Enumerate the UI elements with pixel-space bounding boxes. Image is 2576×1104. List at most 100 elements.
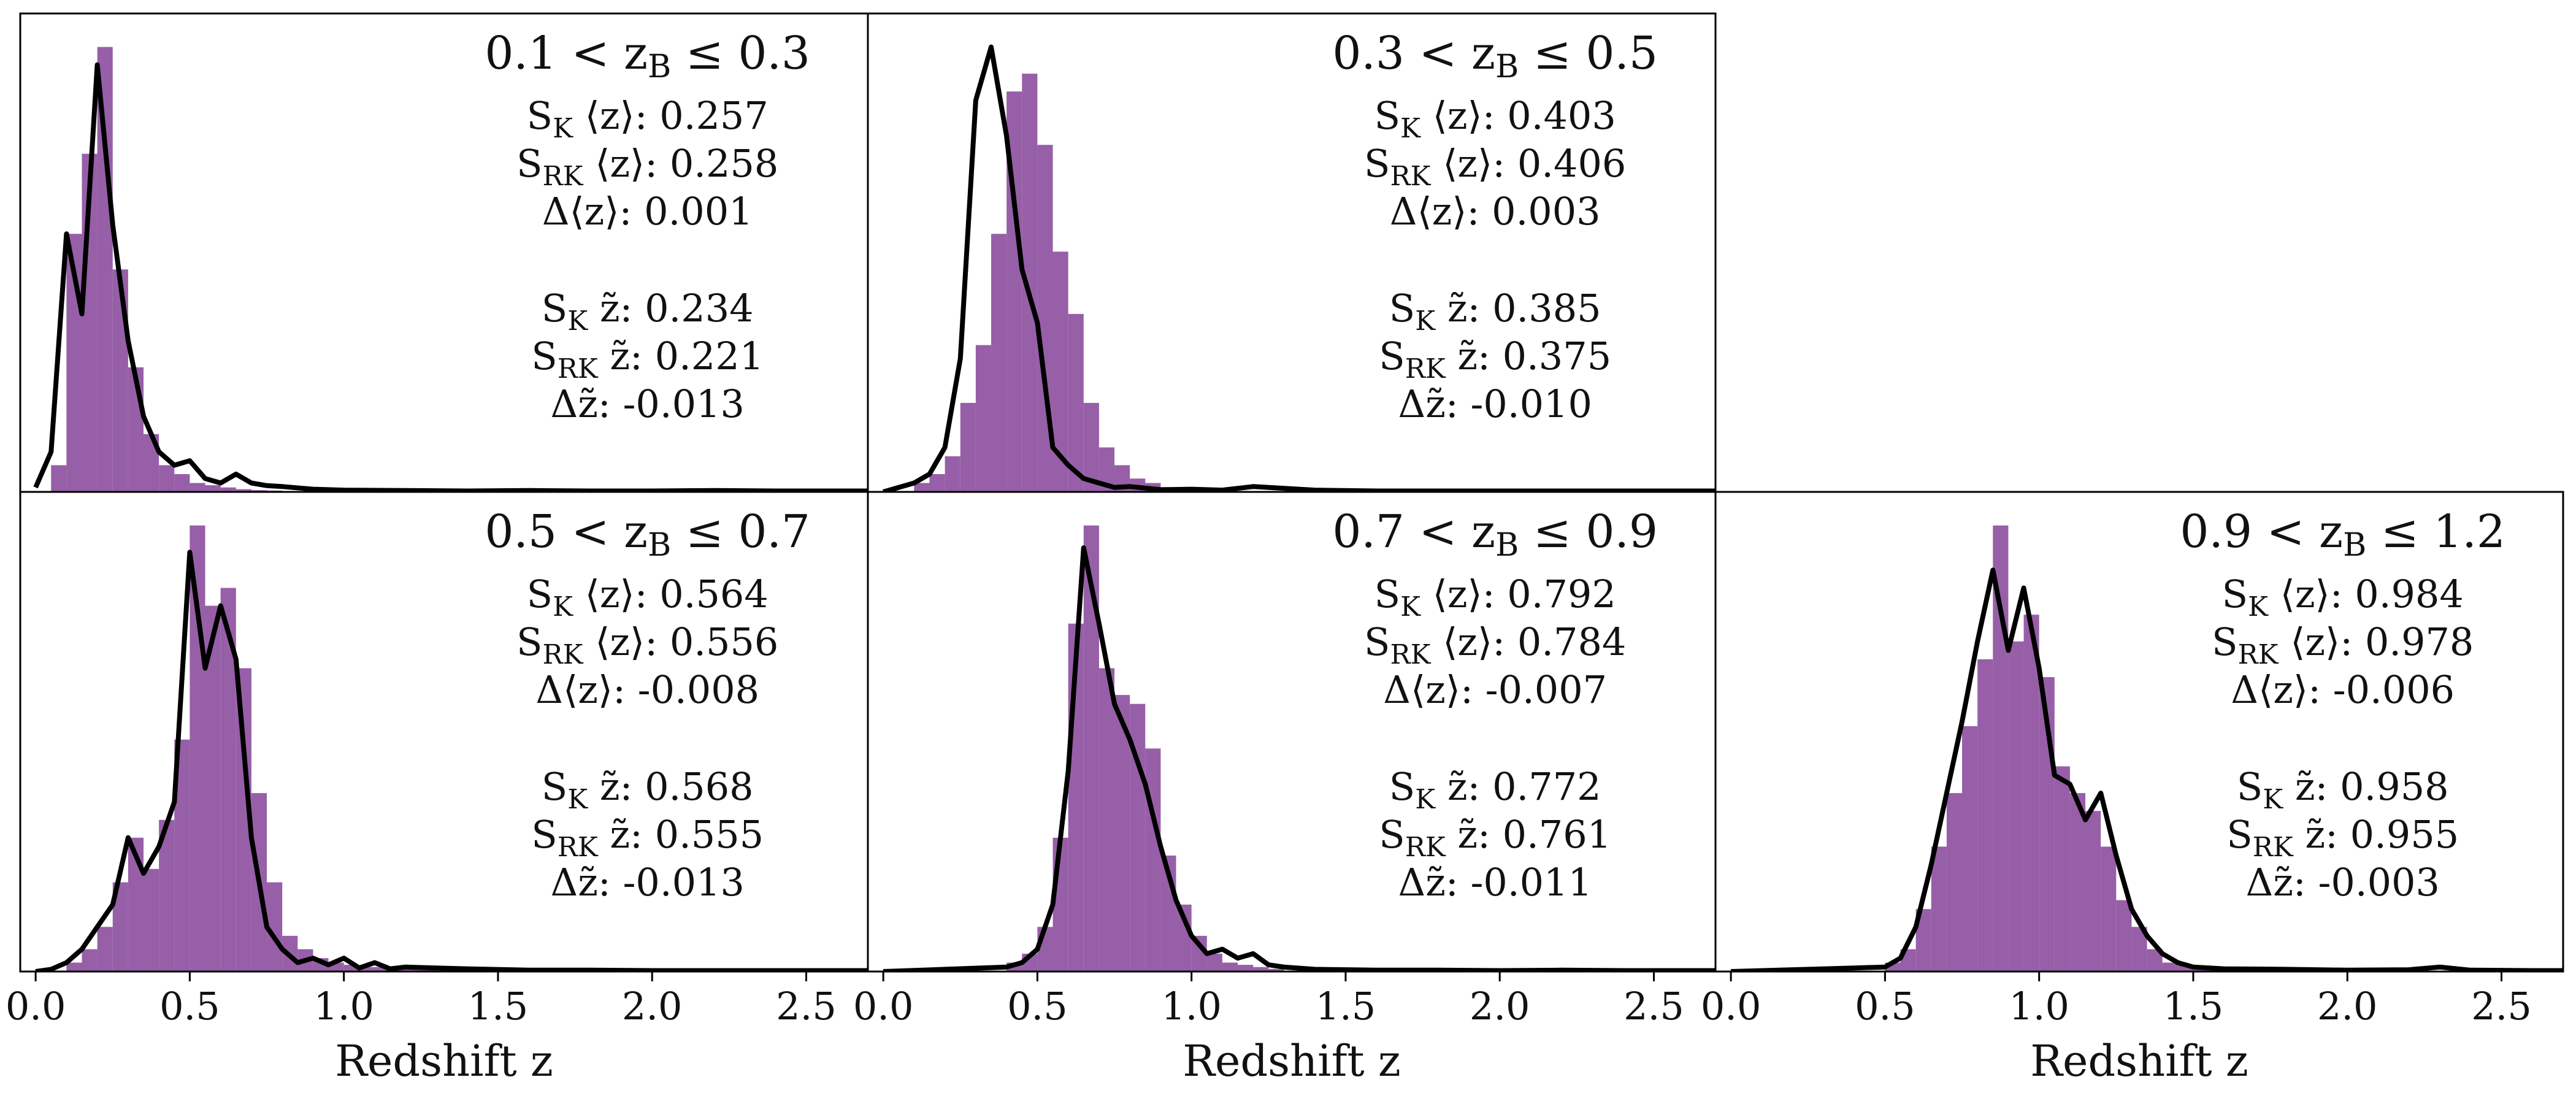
histogram-bar [2023, 615, 2039, 972]
plot-area [883, 525, 1715, 972]
density-line [883, 545, 1715, 972]
x-axis-label: Redshift z [335, 1036, 553, 1086]
stat-line: SK ⟨z⟩: 0.403 [1374, 93, 1616, 144]
stat-line-value: ⟨z⟩: 0.784 [1431, 619, 1627, 664]
panel-title: 0.7 < zB ≤ 0.9 [1332, 505, 1658, 564]
panel-title-subscript: B [1495, 527, 1519, 564]
stat-line-value: Δ⟨z⟩: 0.003 [1390, 189, 1601, 234]
x-axis-label: Redshift z [1183, 1036, 1401, 1086]
stat-line-subscript: RK [1405, 832, 1446, 863]
histogram-bar [1145, 748, 1161, 972]
histogram-bar [51, 465, 67, 492]
x-tick-label: 2.0 [2317, 984, 2378, 1029]
stat-line-subscript: K [1400, 591, 1421, 623]
histogram-bar [405, 969, 421, 972]
stat-line: Δz̃: -0.013 [550, 381, 744, 426]
stat-line-value: z̃: 0.958 [2283, 764, 2448, 809]
panel-title: 0.9 < zB ≤ 1.2 [2180, 505, 2505, 564]
x-tick-label: 2.5 [776, 984, 837, 1029]
stat-line-main: S [1374, 93, 1400, 138]
histogram-bar [1962, 726, 1978, 972]
stat-line-subscript: RK [1405, 353, 1446, 385]
histogram-bar [960, 402, 976, 492]
panel-title-value: ≤ 1.2 [2366, 505, 2505, 558]
histogram-bar [2101, 846, 2117, 972]
x-tick-label: 0.5 [1007, 984, 1068, 1029]
histogram-bar [914, 483, 930, 492]
stat-line-value: Δ⟨z⟩: 0.001 [542, 189, 753, 234]
stat-line: SRK ⟨z⟩: 0.784 [1364, 619, 1626, 670]
stat-line-main: S [542, 286, 567, 331]
stat-line: Δ⟨z⟩: 0.001 [542, 189, 753, 234]
stat-line: Δz̃: -0.003 [2245, 860, 2439, 905]
stat-line-subscript: K [1415, 784, 1436, 815]
x-tick-label: 0.0 [1701, 984, 1761, 1029]
stat-line-main: S [527, 572, 553, 616]
stat-line-value: ⟨z⟩: 0.564 [573, 572, 769, 616]
x-tick-label: 2.5 [1623, 984, 1684, 1029]
stat-line: SK z̃: 0.958 [2237, 764, 2449, 815]
stat-line-value: ⟨z⟩: 0.984 [2268, 572, 2464, 616]
histogram-bar [2162, 962, 2178, 972]
stat-line-subscript: RK [543, 161, 584, 192]
histogram-bar [174, 473, 190, 492]
histogram-bar [374, 967, 391, 972]
panel-title-subscript: B [1495, 48, 1519, 85]
density-line [35, 550, 868, 972]
histogram-bar [1946, 793, 1963, 972]
stat-line-subscript: RK [558, 832, 599, 863]
stat-line-main: S [516, 141, 542, 186]
stat-line-subscript: K [1415, 305, 1436, 337]
stat-line-value: ⟨z⟩: 0.792 [1420, 572, 1616, 616]
stat-line: SRK ⟨z⟩: 0.556 [516, 619, 778, 670]
histogram-bar [1052, 837, 1068, 972]
plot-area [35, 525, 868, 972]
histogram-bar [205, 485, 221, 492]
stat-line-value: z̃: 0.555 [598, 812, 764, 857]
stat-line-main: S [531, 812, 557, 857]
stat-line-main: S [531, 334, 557, 378]
histogram-bar [1238, 965, 1254, 972]
stat-line-value: ⟨z⟩: 0.556 [583, 619, 779, 664]
stat-line-value: Δ⟨z⟩: -0.008 [535, 667, 759, 712]
stat-line: SRK z̃: 0.555 [531, 812, 764, 863]
panel-title-value: ≤ 0.5 [1519, 27, 1658, 80]
panel-title-main: 0.5 < z [485, 505, 648, 558]
stat-line-value: Δz̃: -0.013 [550, 381, 744, 426]
stat-line-value: z̃: 0.568 [588, 764, 753, 809]
stat-line-main: S [2237, 764, 2263, 809]
stat-line-value: z̃: 0.234 [588, 286, 753, 331]
stat-line: SRK z̃: 0.375 [1379, 334, 1611, 385]
stat-line-value: z̃: 0.385 [1435, 286, 1601, 331]
histogram-bar [97, 927, 113, 972]
stat-line-subscript: K [567, 305, 588, 337]
panel-title-value: ≤ 0.7 [671, 505, 810, 558]
stat-line-value: ⟨z⟩: 0.406 [1431, 141, 1627, 186]
histogram-bar [144, 868, 159, 972]
histogram-bar [1222, 962, 1238, 972]
x-tick-label: 0.0 [853, 984, 914, 1029]
stat-line: Δz̃: -0.013 [550, 860, 744, 905]
panel-title-main: 0.7 < z [1332, 505, 1495, 558]
stat-line-main: S [1379, 334, 1405, 378]
histogram-bar [929, 473, 945, 492]
x-tick-label: 2.0 [1470, 984, 1530, 1029]
stat-line-main: S [2226, 812, 2252, 857]
stat-line: Δ⟨z⟩: -0.008 [535, 667, 759, 712]
histogram-bar [1068, 313, 1084, 492]
x-tick-label: 2.5 [2471, 984, 2532, 1029]
panel-title-subscript: B [648, 48, 671, 85]
stat-line-main: S [1389, 764, 1415, 809]
stat-line: SK z̃: 0.772 [1389, 764, 1601, 815]
panel-title: 0.1 < zB ≤ 0.3 [485, 27, 810, 85]
x-tick-label: 1.0 [1161, 984, 1222, 1029]
stat-line-main: S [2212, 619, 2237, 664]
stat-line-subscript: RK [558, 353, 599, 385]
x-tick-label: 0.5 [1855, 984, 1915, 1029]
stat-line: Δz̃: -0.011 [1398, 860, 1592, 905]
histogram-bar [2054, 766, 2070, 972]
